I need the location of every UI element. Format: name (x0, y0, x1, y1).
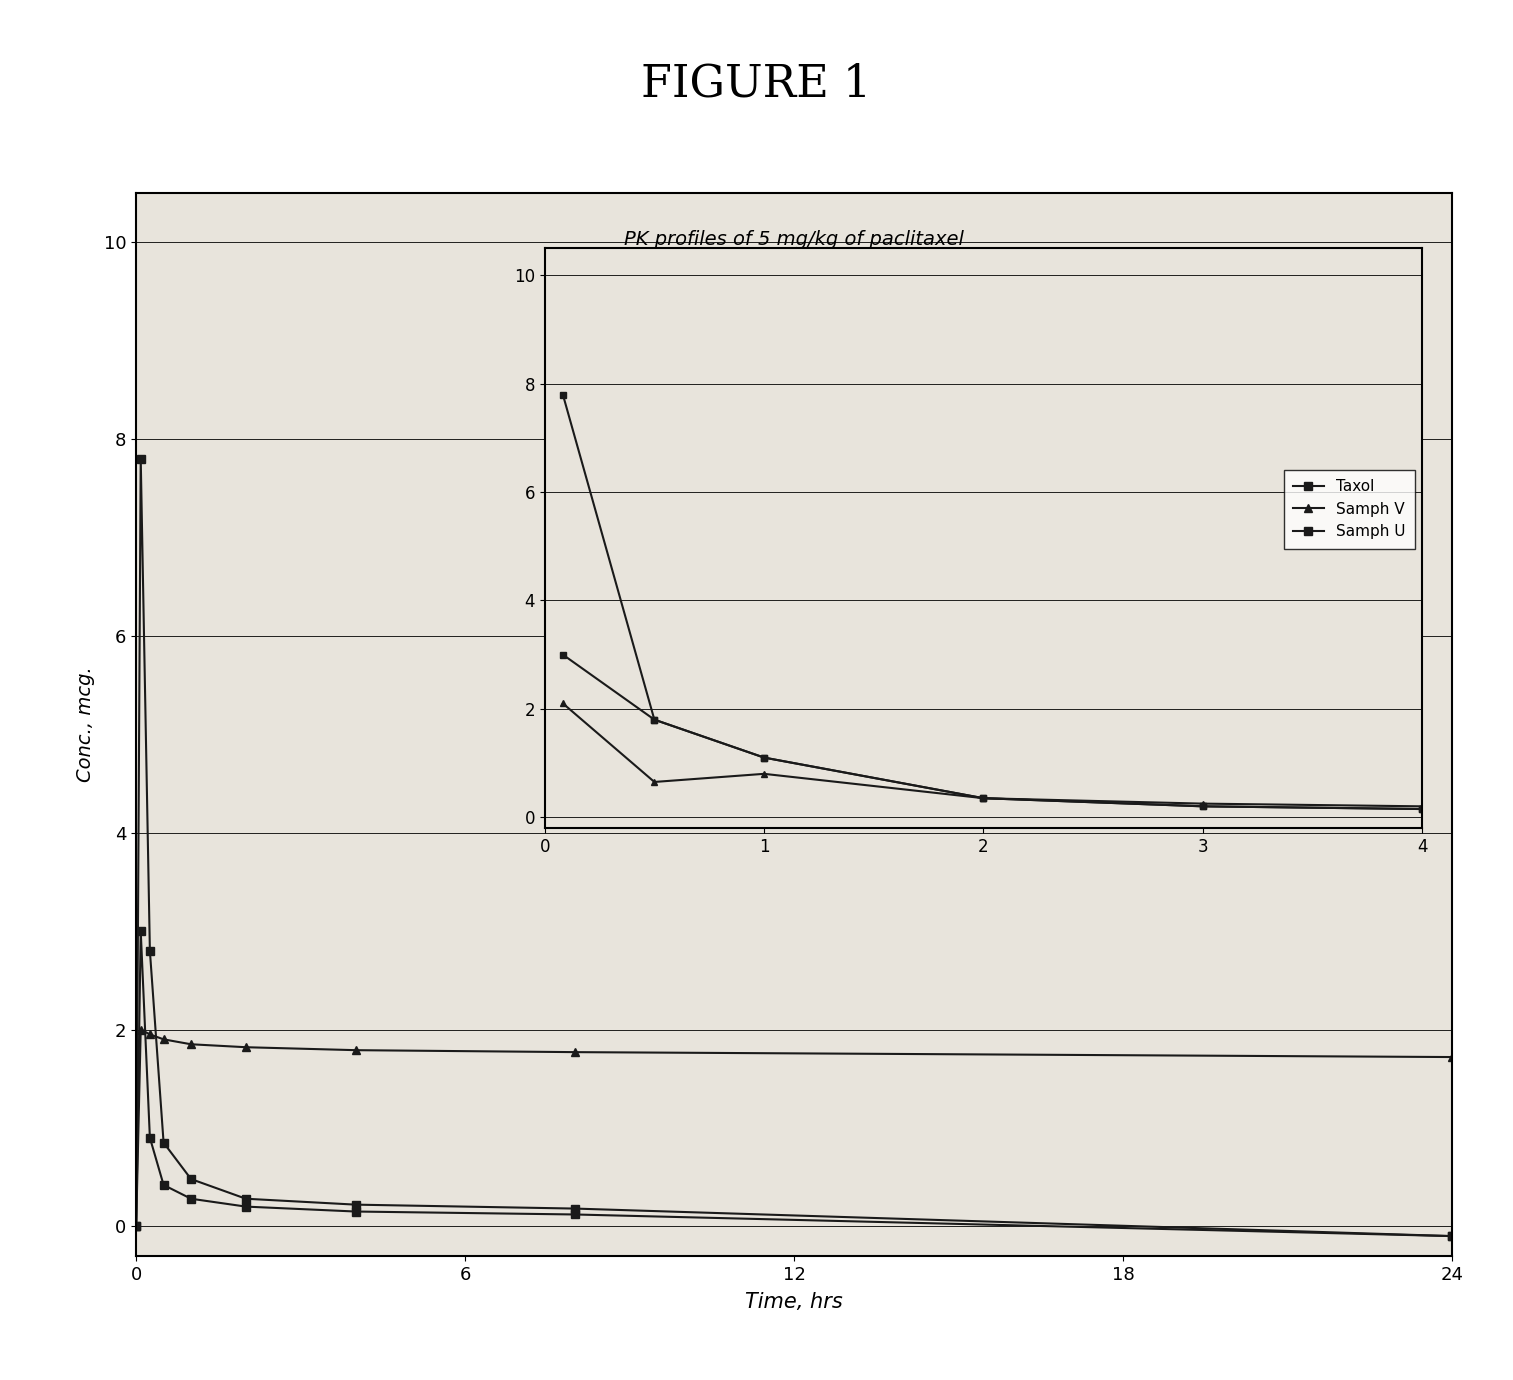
Samph U (566, 1206, 584, 1223)
Samph V (127, 1219, 145, 1235)
Taxol (566, 1201, 584, 1217)
Line: Samph U: Samph U (132, 927, 1457, 1241)
Taxol (346, 1196, 365, 1213)
Samph V (132, 1021, 150, 1038)
Samph U (236, 1198, 254, 1214)
Taxol (141, 943, 159, 959)
Taxol (182, 1170, 200, 1187)
Legend: Taxol, Samph V, Samph U: Taxol, Samph V, Samph U (1285, 471, 1415, 548)
Taxol (154, 1134, 172, 1151)
Samph V (182, 1036, 200, 1053)
Samph V (236, 1039, 254, 1056)
Samph U (132, 923, 150, 940)
Text: FIGURE 1: FIGURE 1 (642, 62, 871, 105)
Line: Taxol: Taxol (132, 454, 1457, 1241)
Samph V (346, 1042, 365, 1058)
Samph U (182, 1191, 200, 1208)
Taxol (132, 451, 150, 468)
Samph U (127, 1219, 145, 1235)
Line: Samph V: Samph V (132, 1025, 1457, 1231)
Taxol (236, 1191, 254, 1208)
Samph U (346, 1203, 365, 1220)
Samph V (141, 1027, 159, 1043)
Samph V (566, 1043, 584, 1060)
Samph U (141, 1129, 159, 1145)
Taxol (127, 1219, 145, 1235)
Taxol (1443, 1228, 1462, 1245)
X-axis label: Time, hrs: Time, hrs (746, 1292, 843, 1312)
Text: PK profiles of 5 mg/kg of paclitaxel: PK profiles of 5 mg/kg of paclitaxel (625, 230, 964, 250)
Samph U (1443, 1228, 1462, 1245)
Samph V (1443, 1049, 1462, 1065)
Samph V (154, 1031, 172, 1047)
Samph U (154, 1177, 172, 1194)
Y-axis label: Conc., mcg.: Conc., mcg. (77, 667, 95, 782)
